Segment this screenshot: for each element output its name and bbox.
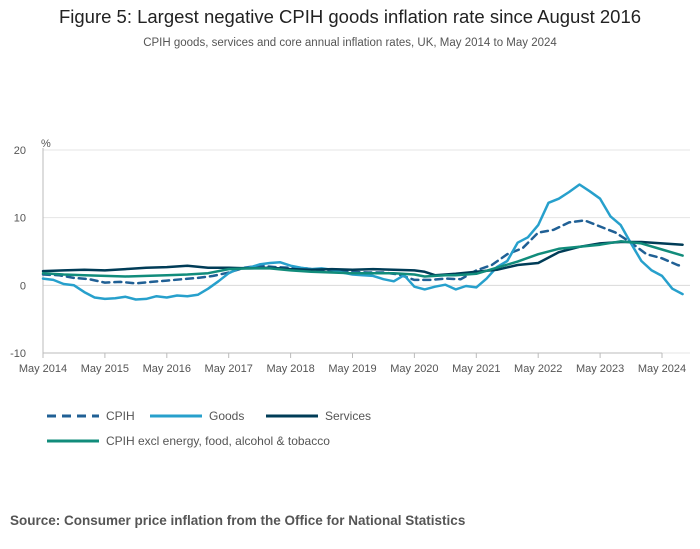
y-unit-label: % — [41, 138, 51, 150]
x-tick-label: May 2022 — [514, 363, 562, 375]
series-line-2 — [41, 240, 684, 277]
x-tick-label: May 2020 — [390, 363, 438, 375]
y-tick-label: -10 — [10, 348, 26, 360]
y-tick-label: 0 — [20, 280, 26, 292]
x-tick-label: May 2016 — [143, 363, 191, 375]
chart-title: Figure 5: Largest negative CPIH goods in… — [58, 6, 642, 27]
legend-label-1: Goods — [209, 409, 244, 423]
y-tick-label: 20 — [14, 145, 26, 157]
x-tick-label: May 2018 — [266, 363, 314, 375]
source-note: Source: Consumer price inflation from th… — [10, 513, 466, 528]
x-tick-label: May 2019 — [328, 363, 376, 375]
line-chart: -10 0 10 20% May 2014 May 2015 May 2016 May 201… — [10, 138, 690, 448]
legend-label-3: CPIH excl energy, food, alcohol & tobacc… — [106, 434, 330, 448]
x-tick-label: May 2021 — [452, 363, 500, 375]
series-layer — [41, 183, 684, 301]
x-tick-label: May 2017 — [205, 363, 253, 375]
x-tick-label: May 2024 — [638, 363, 686, 375]
legend-label-2: Services — [325, 409, 371, 423]
series-line-3 — [41, 240, 684, 278]
x-tick-label: May 2014 — [19, 363, 67, 375]
grid-layer — [43, 149, 690, 354]
x-tick-label: May 2015 — [81, 363, 129, 375]
axis-layer: -10 0 10 20% May 2014 May 2015 May 2016 May 201… — [10, 138, 686, 375]
chart-subtitle: CPIH goods, services and core annual inf… — [143, 37, 557, 49]
y-tick-label: 10 — [14, 213, 26, 225]
legend: CPIH Goods Services CPIH excl energy, food,… — [47, 409, 371, 448]
legend-label-0: CPIH — [106, 409, 135, 423]
x-tick-label: May 2023 — [576, 363, 624, 375]
series-line-1 — [41, 183, 684, 301]
